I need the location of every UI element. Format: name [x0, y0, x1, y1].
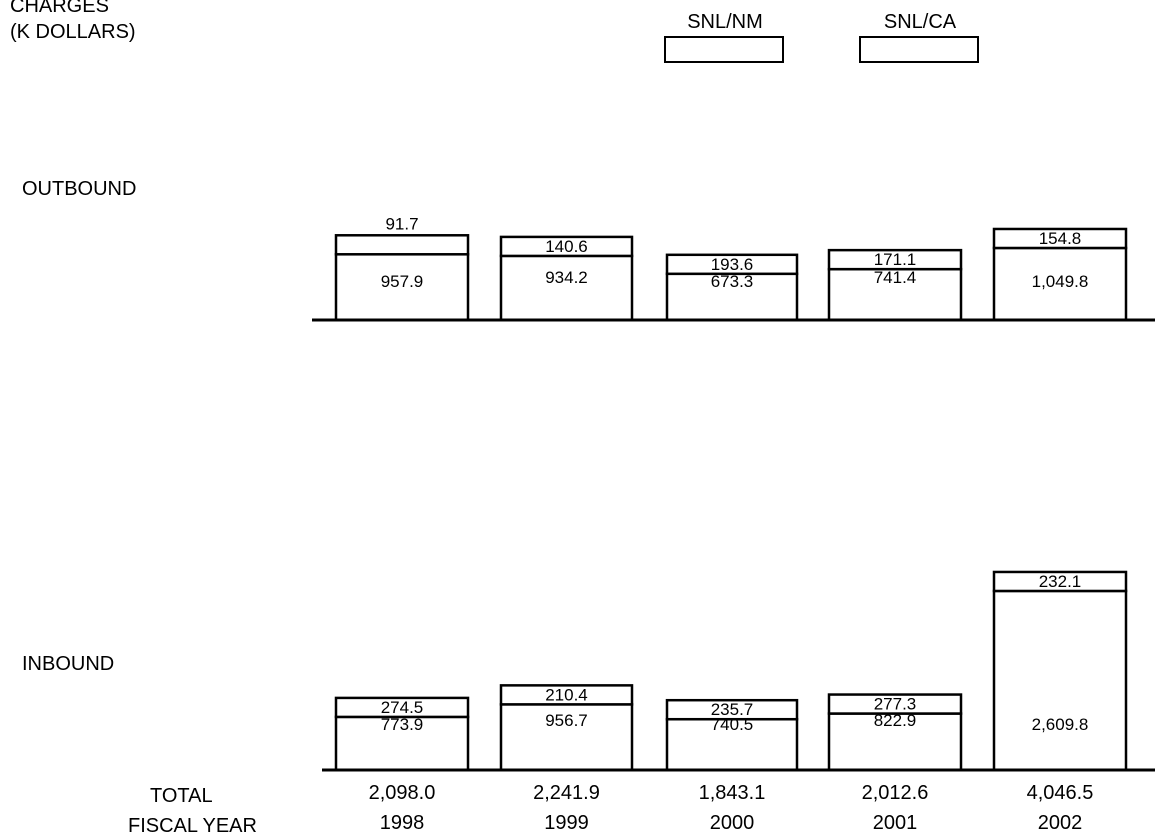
data-label-snl-nm: 2,609.8	[1032, 715, 1089, 734]
data-label-snl-ca: 210.4	[545, 685, 588, 704]
data-label-snl-ca: 232.1	[1039, 572, 1082, 591]
data-label-snl-ca: 235.7	[711, 700, 754, 719]
data-label-snl-nm: 1,049.8	[1032, 272, 1089, 291]
bar-segment-snl-nm	[992, 589, 1128, 772]
data-label-snl-ca: 277.3	[874, 695, 917, 714]
x-tick-label: 1999	[544, 812, 589, 834]
x-tick-label: 1998	[380, 812, 425, 834]
data-label-snl-nm: 956.7	[545, 711, 588, 730]
total-value: 2,098.0	[369, 782, 436, 804]
legend-label: SNL/NM	[687, 11, 763, 33]
bar-segment-snl-ca	[665, 253, 799, 276]
bar-segment-snl-ca	[992, 570, 1128, 593]
bar-segment-snl-nm	[499, 254, 634, 322]
panel-label: INBOUND	[22, 653, 114, 675]
data-label-snl-ca: 274.5	[381, 698, 424, 717]
y-axis-title-line: (K DOLLARS)	[10, 21, 136, 43]
bar-segment-snl-ca	[334, 234, 470, 256]
legend-swatch	[859, 36, 979, 63]
bar-segment-snl-ca	[334, 696, 470, 719]
bar-segment-snl-ca	[827, 693, 963, 715]
data-label-snl-ca: 140.6	[545, 237, 588, 256]
total-value: 2,241.9	[533, 782, 600, 804]
bar-segment-snl-ca	[992, 227, 1128, 250]
total-value: 4,046.5	[1027, 782, 1094, 804]
data-label-snl-nm: 740.5	[711, 715, 754, 734]
bar-segment-snl-nm	[827, 267, 963, 322]
data-label-snl-nm: 934.2	[545, 268, 588, 287]
bar-segment-snl-nm	[334, 715, 470, 772]
data-label-snl-ca: 91.7	[385, 214, 418, 233]
bar-segment-snl-ca	[499, 684, 634, 706]
data-label-snl-ca: 171.1	[874, 250, 917, 269]
data-label-snl-nm: 673.3	[711, 272, 754, 291]
total-value: 2,012.6	[862, 782, 929, 804]
x-tick-label: 2000	[710, 812, 755, 834]
x-axis-title: FISCAL YEAR	[128, 815, 257, 837]
x-tick-label: 2002	[1038, 812, 1083, 834]
x-tick-label: 2001	[873, 812, 918, 834]
bar-segment-snl-nm	[334, 253, 470, 322]
data-label-snl-nm: 773.9	[381, 715, 424, 734]
legend-label: SNL/CA	[884, 11, 957, 33]
data-label-snl-ca: 154.8	[1039, 229, 1082, 248]
data-label-snl-ca: 193.6	[711, 255, 754, 274]
legend-swatch	[664, 36, 784, 63]
data-label-snl-nm: 822.9	[874, 711, 917, 730]
panel-label: OUTBOUND	[22, 178, 136, 200]
bar-segment-snl-ca	[499, 235, 634, 258]
total-label: TOTAL	[150, 785, 213, 807]
data-label-snl-nm: 741.4	[874, 268, 917, 287]
data-label-snl-nm: 957.9	[381, 272, 424, 291]
total-value: 1,843.1	[699, 782, 766, 804]
y-axis-title-line: CHARGES	[10, 0, 109, 17]
bar-segment-snl-nm	[499, 703, 634, 772]
bar-segment-snl-ca	[665, 698, 799, 721]
bar-segment-snl-ca	[827, 248, 963, 271]
